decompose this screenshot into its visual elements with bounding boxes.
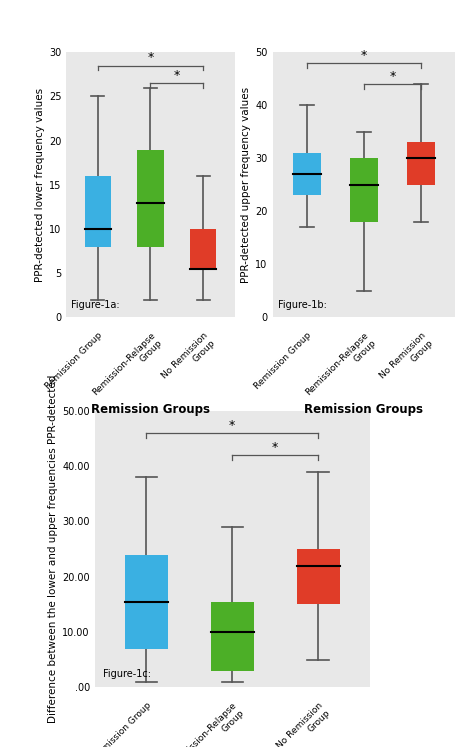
Text: Figure-1a:: Figure-1a: — [72, 300, 120, 309]
Text: Remission-Relapse
Group: Remission-Relapse Group — [172, 701, 246, 747]
Text: Remission Groups: Remission Groups — [304, 403, 423, 416]
Text: Remission Group: Remission Group — [44, 331, 104, 391]
Bar — [125, 554, 168, 648]
Text: Figure-1c:: Figure-1c: — [103, 669, 151, 679]
Bar — [407, 143, 435, 185]
Text: No Remission
Group: No Remission Group — [275, 701, 332, 747]
Text: *: * — [173, 69, 180, 82]
Text: Remission-Relapse
Group: Remission-Relapse Group — [304, 331, 377, 405]
Text: Remission-Relapse
Group: Remission-Relapse Group — [91, 331, 164, 405]
Bar — [297, 549, 340, 604]
Y-axis label: PPR-detected upper frequency values: PPR-detected upper frequency values — [241, 87, 251, 283]
Text: No Remission
Group: No Remission Group — [160, 331, 217, 388]
Y-axis label: PPR-detected lower frequency values: PPR-detected lower frequency values — [35, 88, 45, 282]
Text: Remission Group: Remission Group — [92, 701, 153, 747]
Bar — [211, 601, 254, 671]
Text: *: * — [272, 441, 278, 453]
Bar — [137, 149, 164, 247]
Bar — [292, 153, 321, 196]
Text: Remission Group: Remission Group — [253, 331, 313, 391]
Text: *: * — [147, 52, 154, 64]
Y-axis label: Difference between the lower and upper frequencies PPR-detected: Difference between the lower and upper f… — [48, 375, 58, 723]
Text: *: * — [361, 49, 367, 61]
Text: No Remission
Group: No Remission Group — [378, 331, 435, 388]
Text: Remission Groups: Remission Groups — [91, 403, 210, 416]
Bar — [349, 158, 378, 222]
Text: *: * — [229, 418, 236, 432]
Text: *: * — [389, 69, 395, 83]
Text: Figure-1b:: Figure-1b: — [278, 300, 327, 309]
Bar — [85, 176, 111, 247]
Bar — [190, 229, 216, 269]
